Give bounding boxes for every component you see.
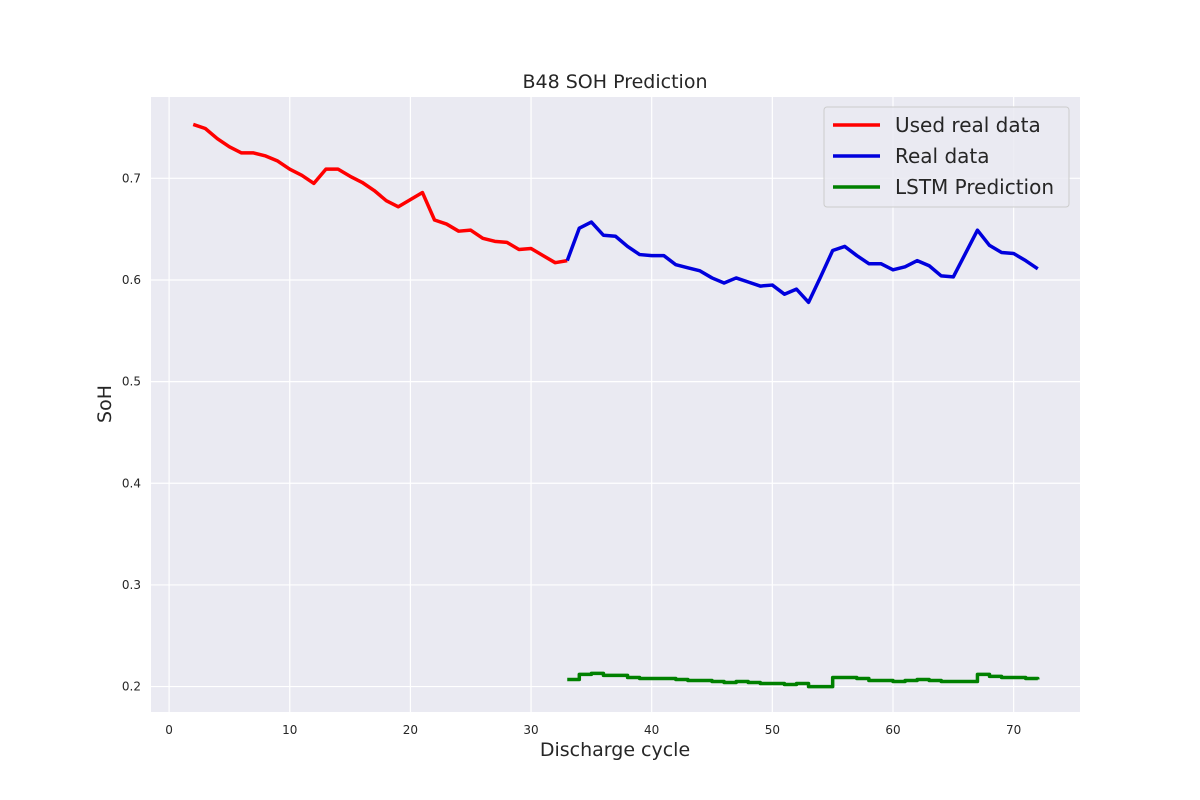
legend-box: [823, 106, 1070, 208]
legend: Used real data Real data LSTM Prediction: [823, 106, 1070, 208]
series-layer: [192, 122, 1040, 689]
x-tick-label: 70: [1006, 723, 1021, 737]
y-tick-label: 0.4: [122, 476, 141, 490]
series-line-1: [565, 220, 1039, 305]
x-tick-label: 40: [644, 723, 659, 737]
y-tick-labels: 0.2 0.3 0.4 0.5 0.6 0.7: [122, 171, 141, 693]
x-tick-label: 0: [165, 723, 173, 737]
legend-label: Real data: [895, 144, 990, 168]
chart-title: B48 SOH Prediction: [523, 71, 708, 93]
y-tick-label: 0.5: [122, 375, 141, 389]
x-axis-title: Discharge cycle: [540, 739, 690, 761]
legend-label: Used real data: [895, 113, 1041, 137]
series-line-0: [192, 122, 568, 265]
x-tick-label: 50: [765, 723, 780, 737]
x-tick-label: 20: [403, 723, 418, 737]
y-axis-title: SoH: [94, 385, 116, 423]
y-tick-label: 0.7: [122, 171, 141, 185]
x-tick-label: 10: [282, 723, 297, 737]
x-tick-label: 30: [523, 723, 538, 737]
legend-label: LSTM Prediction: [895, 175, 1054, 199]
y-tick-label: 0.6: [122, 273, 141, 287]
series-line-2: [567, 671, 1040, 689]
x-tick-labels: 0 10 20 30 40 50 60 70: [165, 723, 1021, 737]
y-tick-label: 0.3: [122, 578, 141, 592]
y-tick-label: 0.2: [122, 680, 141, 694]
x-tick-label: 60: [885, 723, 900, 737]
